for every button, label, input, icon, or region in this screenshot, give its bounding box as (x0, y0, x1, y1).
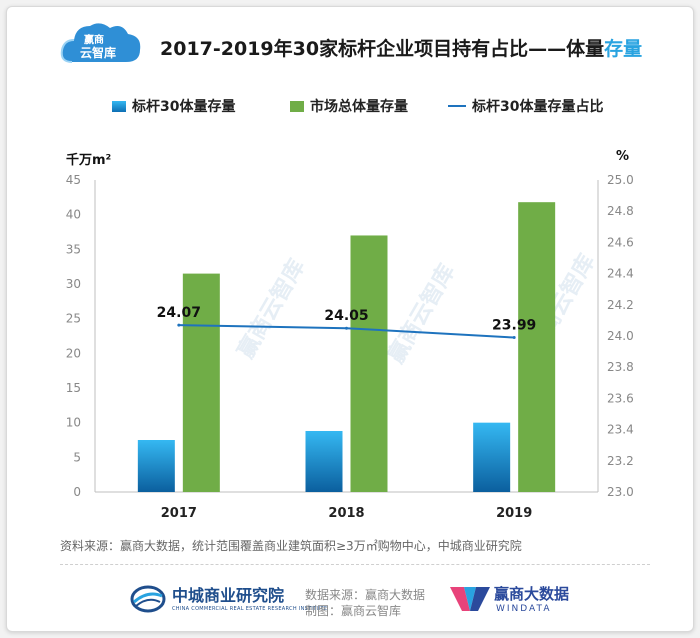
y-left-unit: 千万m² (66, 153, 112, 168)
watermark-text: 赢商云智库 (233, 255, 311, 363)
watermark-text: 赢商云智库 (383, 260, 461, 368)
legend-label: 市场总体量存量 (310, 99, 408, 115)
bar-benchmark (305, 430, 343, 492)
legend-label: 标杆30体量存量 (132, 99, 236, 115)
legend-item-ratio-line: 标杆30体量存量占比 (448, 96, 603, 116)
footer: 中城商业研究院 CHINA COMMERCIAL REAL ESTATE RES… (0, 578, 700, 626)
cloud-logo: 赢商 云智库 (60, 23, 141, 63)
x-tick-label: 2019 (496, 506, 532, 521)
source-note: 资料来源：赢商大数据，统计范围覆盖商业建筑面积≥3万㎡购物中心，中城商业研究院 (60, 539, 522, 553)
chart-legend: 标杆30体量存量 市场总体量存量 标杆30体量存量占比 (0, 96, 700, 120)
bar-market (518, 202, 556, 493)
bar-benchmark (473, 422, 511, 492)
credits: 数据来源：赢商大数据 制图：赢商云智库 (305, 587, 425, 619)
ratio-line-group: 24.07 24.05 23.99 (157, 305, 536, 340)
y-right-tick-label: 24.2 (607, 298, 634, 312)
axes: 0 5 10 15 20 25 30 35 40 45 23.0 23.2 23.4 23.6 23.8 24… (66, 173, 634, 521)
windata-logo-icon (450, 587, 490, 611)
y-right-tick-label: 23.6 (607, 391, 634, 405)
y-right-tick-label: 24.0 (607, 329, 634, 343)
legend-label: 标杆30体量存量占比 (472, 99, 604, 115)
y-right-tick-label: 23.8 (607, 360, 634, 374)
ratio-data-label: 24.05 (324, 308, 368, 324)
y-left-tick-label: 10 (66, 416, 81, 430)
y-left-tick-label: 0 (73, 485, 81, 499)
x-tick-label: 2017 (161, 506, 197, 521)
legend-item-benchmark-bar: 标杆30体量存量 (112, 96, 235, 116)
credit-data: 数据来源：赢商大数据 (305, 588, 426, 602)
org-name: 中城商业研究院 (172, 586, 285, 605)
y-left-tick-label: 30 (66, 277, 81, 291)
footer-divider (60, 564, 650, 565)
bar-market (182, 273, 220, 492)
legend-swatch-line (448, 105, 466, 107)
y-right-tick-label: 23.0 (607, 485, 634, 499)
y-left-tick-label: 40 (66, 208, 81, 222)
brand-sub: WINDATA (496, 604, 552, 614)
ratio-point (177, 323, 181, 327)
y-right-tick-label: 23.4 (607, 423, 634, 437)
logo-line2: 云智库 (80, 45, 116, 60)
x-tick-label: 2018 (328, 506, 364, 521)
legend-item-market-bar: 市场总体量存量 (290, 96, 408, 116)
y-left-tick-label: 15 (66, 381, 81, 395)
org-sub: CHINA COMMERCIAL REAL ESTATE RESEARCH IN… (172, 606, 328, 612)
title-main: 2017-2019年30家标杆企业项目持有占比——体量 (160, 38, 605, 60)
chart-title: 2017-2019年30家标杆企业项目持有占比——体量存量 (160, 34, 642, 61)
y-left-tick-label: 5 (73, 450, 81, 464)
title-highlight: 存量 (604, 38, 643, 60)
y-left-tick-label: 25 (66, 312, 81, 326)
legend-swatch-green (290, 100, 304, 112)
y-right-tick-label: 24.6 (607, 235, 634, 249)
y-left-tick-label: 45 (66, 173, 81, 187)
y-left-tick-label: 20 (66, 346, 81, 360)
legend-swatch-blue (112, 100, 126, 112)
logo-line1: 赢商 (84, 33, 104, 46)
y-right-unit: % (616, 149, 630, 164)
bar-market (350, 235, 388, 492)
brand-name: 赢商大数据 (494, 585, 570, 603)
bars (137, 202, 556, 493)
ratio-point (512, 336, 516, 340)
y-right-tick-label: 24.8 (607, 204, 634, 218)
y-right-tick-label: 24.4 (607, 267, 634, 281)
y-right-tick-label: 23.2 (607, 454, 634, 468)
ratio-point (345, 326, 348, 330)
zhongcheng-logo-icon (130, 585, 166, 613)
ratio-data-label: 24.07 (157, 305, 201, 321)
y-left-tick-label: 35 (66, 242, 81, 256)
ratio-data-label: 23.99 (492, 318, 536, 334)
y-right-tick-label: 25.0 (607, 173, 634, 187)
bar-benchmark (137, 440, 175, 492)
credit-made: 制图：赢商云智库 (305, 604, 402, 618)
